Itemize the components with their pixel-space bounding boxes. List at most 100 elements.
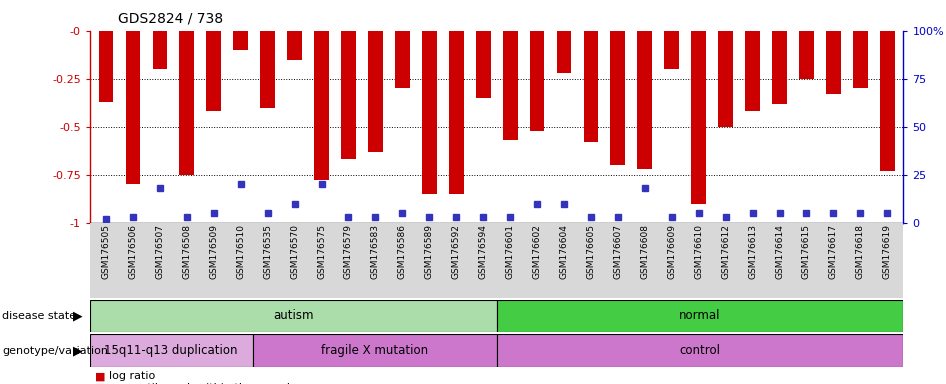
Text: GSM176602: GSM176602 [533, 224, 541, 279]
Text: GSM176615: GSM176615 [802, 224, 811, 279]
Text: GSM176510: GSM176510 [236, 224, 245, 279]
Text: GSM176610: GSM176610 [694, 223, 703, 278]
Text: fragile X mutation: fragile X mutation [321, 344, 429, 357]
Text: ▶: ▶ [73, 344, 82, 357]
Bar [260, 31, 275, 108]
Text: GSM176612: GSM176612 [721, 223, 730, 278]
Text: GSM176535: GSM176535 [263, 223, 272, 278]
Text: GSM176583: GSM176583 [371, 224, 380, 279]
Text: GSM176510: GSM176510 [236, 223, 245, 278]
Bar [422, 31, 437, 194]
Text: GSM176586: GSM176586 [398, 223, 407, 278]
Bar [745, 31, 760, 111]
Bar [497, 300, 903, 332]
Text: GSM176505: GSM176505 [101, 223, 111, 278]
Text: GSM176617: GSM176617 [829, 224, 838, 279]
Bar [253, 334, 497, 367]
Text: GSM176604: GSM176604 [559, 224, 569, 279]
Text: GSM176594: GSM176594 [479, 223, 488, 278]
Text: genotype/variation: genotype/variation [2, 346, 108, 356]
Text: GSM176614: GSM176614 [775, 223, 784, 278]
Text: GSM176570: GSM176570 [290, 223, 299, 278]
Bar [448, 31, 464, 194]
Bar [152, 31, 167, 69]
Text: GSM176618: GSM176618 [856, 223, 865, 278]
Bar [610, 31, 625, 165]
Text: GSM176506: GSM176506 [129, 223, 137, 278]
Bar [556, 31, 571, 73]
Text: GSM176570: GSM176570 [290, 224, 299, 279]
Bar [664, 31, 679, 69]
Bar [476, 31, 491, 98]
Bar [826, 31, 841, 94]
Text: ■: ■ [95, 383, 105, 384]
Bar [880, 31, 895, 171]
Text: normal: normal [679, 310, 721, 322]
Text: GSM176605: GSM176605 [587, 224, 595, 279]
Text: GSM176505: GSM176505 [101, 224, 111, 279]
Text: GSM176613: GSM176613 [748, 223, 757, 278]
Text: GSM176608: GSM176608 [640, 224, 649, 279]
Bar [234, 31, 248, 50]
Bar [772, 31, 787, 104]
Text: autism: autism [273, 310, 313, 322]
Text: 15q11-q13 duplication: 15q11-q13 duplication [104, 344, 238, 357]
Text: GSM176507: GSM176507 [155, 224, 165, 279]
Text: GSM176508: GSM176508 [183, 223, 191, 278]
Bar [853, 31, 867, 88]
Text: log ratio: log ratio [109, 371, 155, 381]
Text: GSM176592: GSM176592 [452, 223, 461, 278]
Text: GSM176601: GSM176601 [505, 223, 515, 278]
Text: GSM176613: GSM176613 [748, 224, 757, 279]
Text: GSM176607: GSM176607 [613, 223, 622, 278]
Bar [314, 31, 329, 180]
Text: GSM176617: GSM176617 [829, 223, 838, 278]
Text: GSM176605: GSM176605 [587, 223, 595, 278]
Text: GSM176608: GSM176608 [640, 223, 649, 278]
Bar [394, 31, 410, 88]
Text: ■: ■ [95, 371, 105, 381]
Text: GSM176535: GSM176535 [263, 224, 272, 279]
Text: percentile rank within the sample: percentile rank within the sample [109, 383, 297, 384]
Bar [502, 31, 517, 140]
Text: GSM176619: GSM176619 [883, 223, 892, 278]
Bar [90, 300, 497, 332]
Bar [497, 334, 903, 367]
Text: GSM176592: GSM176592 [452, 224, 461, 279]
Bar [799, 31, 814, 79]
Bar [90, 334, 253, 367]
Text: GSM176607: GSM176607 [613, 224, 622, 279]
Text: GSM176618: GSM176618 [856, 224, 865, 279]
Text: GSM176509: GSM176509 [209, 224, 219, 279]
Text: GSM176589: GSM176589 [425, 224, 434, 279]
Bar [692, 31, 706, 204]
Text: ▶: ▶ [73, 310, 82, 323]
Text: GSM176609: GSM176609 [667, 224, 676, 279]
Bar [718, 31, 733, 127]
Text: GSM176507: GSM176507 [155, 223, 165, 278]
Bar [206, 31, 221, 111]
Text: GSM176586: GSM176586 [398, 224, 407, 279]
Bar [638, 31, 652, 169]
Text: control: control [679, 344, 721, 357]
Text: GSM176506: GSM176506 [129, 224, 137, 279]
Text: GSM176602: GSM176602 [533, 223, 541, 278]
Text: GSM176604: GSM176604 [559, 223, 569, 278]
Text: disease state: disease state [2, 311, 76, 321]
Text: GSM176619: GSM176619 [883, 224, 892, 279]
Text: GSM176575: GSM176575 [317, 224, 326, 279]
Text: GSM176583: GSM176583 [371, 223, 380, 278]
Text: GSM176615: GSM176615 [802, 223, 811, 278]
Text: GSM176509: GSM176509 [209, 223, 219, 278]
Bar [342, 31, 356, 159]
Bar [368, 31, 383, 152]
Bar [530, 31, 545, 131]
Text: GSM176612: GSM176612 [721, 224, 730, 279]
Bar [98, 31, 114, 102]
Bar [126, 31, 140, 184]
Bar [288, 31, 302, 60]
Text: GSM176589: GSM176589 [425, 223, 434, 278]
Text: GSM176609: GSM176609 [667, 223, 676, 278]
Text: GSM176575: GSM176575 [317, 223, 326, 278]
Text: GSM176601: GSM176601 [505, 224, 515, 279]
